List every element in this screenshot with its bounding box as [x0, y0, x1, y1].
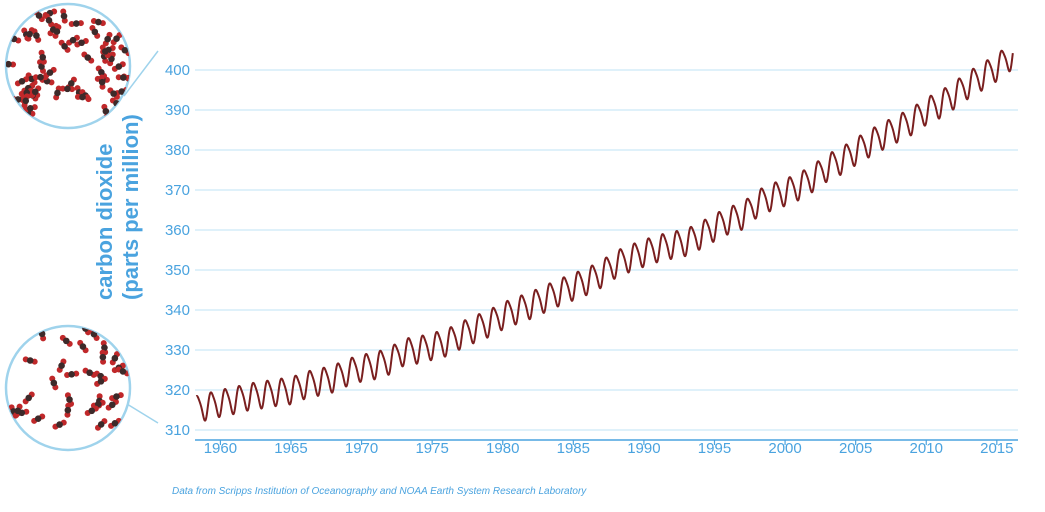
x-tick-label-1995: 1995	[698, 440, 731, 457]
y-tick-label-360: 360	[165, 222, 190, 239]
co2-series-line-0	[195, 49, 1014, 422]
co2-molecule-icon	[22, 391, 35, 405]
y-tick-label-380: 380	[165, 142, 190, 159]
co2-molecule-icon	[43, 13, 55, 28]
co2-molecule-icon	[99, 44, 111, 59]
x-tick-label-1960: 1960	[204, 440, 237, 457]
x-tick-label-1980: 1980	[486, 440, 519, 457]
series-layer	[195, 49, 1014, 422]
co2-molecule-icon	[102, 31, 113, 47]
co2-molecule-icon	[49, 375, 59, 391]
molecules-circle-bottom	[4, 324, 132, 452]
connector-line-top	[123, 50, 159, 97]
source-note: Data from Scripps Institution of Oceanog…	[172, 486, 587, 497]
co2-molecule-icon	[105, 398, 119, 411]
co2-molecule-icon	[38, 49, 47, 65]
co2-molecule-icon	[98, 74, 106, 90]
co2-molecule-icon	[59, 85, 76, 93]
co2-molecule-icon	[107, 87, 120, 100]
co2-molecule-icon	[58, 39, 71, 53]
co2-molecule-icon	[89, 24, 101, 39]
co2-molecule-icon	[81, 51, 95, 64]
co2-molecule-icon	[22, 104, 38, 113]
co2-molecule-icon	[90, 17, 106, 27]
x-tick-label-2000: 2000	[768, 440, 801, 457]
co2-molecule-icon	[94, 375, 108, 387]
x-tick-label-1975: 1975	[415, 440, 448, 457]
co2-molecule-icon	[21, 93, 30, 109]
y-axis-label: carbon dioxide (parts per million)	[92, 114, 143, 300]
x-tick-label-1965: 1965	[274, 440, 307, 457]
co2-molecule-icon	[66, 34, 80, 46]
co2-molecule-icon	[64, 370, 80, 378]
molecules-circle-top	[4, 2, 132, 130]
y-tick-label-320: 320	[165, 382, 190, 399]
y-axis-ticks: 310 320 330 340 350 360 370 380 390 400	[165, 62, 190, 439]
co2-molecule-icon	[74, 93, 91, 101]
x-tick-label-2010: 2010	[910, 440, 943, 457]
co2-molecule-icon	[14, 76, 30, 87]
x-tick-label-2005: 2005	[839, 440, 872, 457]
co2-molecule-icon	[84, 405, 99, 416]
co2-molecule-icon	[94, 418, 108, 431]
co2-molecule-icon	[52, 419, 67, 430]
co2-molecule-icon	[22, 356, 38, 365]
co2-molecule-icon	[64, 402, 72, 418]
co2-molecule-icon	[82, 367, 97, 378]
x-tick-label-1970: 1970	[345, 440, 378, 457]
co2-molecule-icon	[59, 334, 73, 347]
co2-molecule-icon	[53, 85, 62, 101]
y-tick-label-370: 370	[165, 182, 190, 199]
co2-molecule-icon	[68, 20, 84, 27]
co2-molecule-icon	[109, 351, 120, 366]
y-tick-label-390: 390	[165, 102, 190, 119]
x-tick-label-1985: 1985	[557, 440, 590, 457]
y-axis-label-line2: (parts per million)	[118, 114, 143, 300]
y-tick-label-340: 340	[165, 302, 190, 319]
y-tick-label-310: 310	[165, 422, 190, 439]
x-axis-ticks: 1960 1965 1970 1975 1980 1985 1990 1995 2000 2005…	[195, 439, 1018, 457]
y-tick-label-330: 330	[165, 342, 190, 359]
co2-molecule-icon	[99, 349, 107, 365]
gridlines	[195, 69, 1018, 431]
y-tick-label-350: 350	[165, 262, 190, 279]
x-tick-label-1990: 1990	[627, 440, 660, 457]
co2-molecule-icon	[74, 38, 89, 48]
co2-molecule-icon	[111, 61, 126, 72]
co2-molecule-icon	[13, 403, 23, 419]
y-axis-label-line1: carbon dioxide	[92, 144, 117, 300]
co2-molecule-icon	[77, 339, 89, 354]
co2-molecule-icon	[6, 60, 17, 68]
y-tick-label-400: 400	[165, 62, 190, 79]
connector-line-bottom	[126, 403, 159, 424]
co2-molecule-icon	[60, 8, 68, 24]
x-tick-label-2015: 2015	[980, 440, 1013, 457]
co2-molecule-icon	[52, 24, 62, 39]
co2-molecule-icon	[29, 85, 42, 99]
co2-molecule-icon	[24, 27, 35, 42]
co2-molecule-icon	[56, 358, 67, 373]
co2-molecule-icon	[109, 392, 124, 402]
co2-molecule-icon	[31, 413, 46, 424]
co2-molecule-icon	[32, 73, 49, 81]
